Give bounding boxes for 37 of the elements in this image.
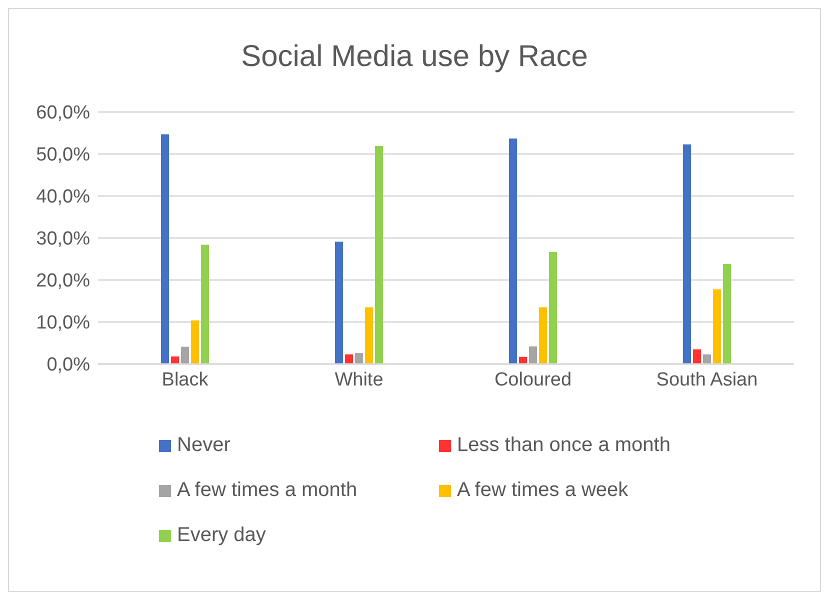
- bar: [375, 146, 383, 364]
- bar: [549, 252, 557, 364]
- bar: [355, 353, 363, 364]
- x-tick-label: Black: [162, 369, 209, 390]
- bar: [509, 138, 517, 364]
- bar: [693, 349, 701, 364]
- bar: [365, 307, 373, 364]
- chart-title: Social Media use by Race: [240, 39, 589, 75]
- legend-label: Every day: [177, 524, 266, 547]
- legend-label: A few times a week: [457, 479, 628, 502]
- bar: [519, 356, 527, 364]
- bar: [529, 346, 537, 364]
- bar: [171, 356, 179, 364]
- bar: [201, 244, 209, 364]
- y-tick-label: 20,0%: [36, 270, 90, 292]
- bar: [539, 307, 547, 364]
- x-tick-label: White: [334, 369, 384, 390]
- bar: [161, 134, 169, 364]
- bar: [191, 320, 199, 364]
- y-tick-label: 0,0%: [46, 354, 90, 376]
- y-tick-label: 40,0%: [36, 186, 90, 208]
- bar: [181, 346, 189, 364]
- y-tick-label: 30,0%: [36, 228, 90, 250]
- x-tick-label: Coloured: [494, 369, 572, 390]
- x-tick-label: South Asian: [656, 369, 758, 390]
- bar: [703, 354, 711, 364]
- legend-label: Never: [177, 434, 230, 457]
- legend-label: A few times a month: [177, 479, 358, 502]
- bar: [683, 144, 691, 364]
- bar: [335, 242, 343, 364]
- bar: [723, 264, 731, 364]
- y-tick-label: 10,0%: [36, 312, 90, 334]
- bar: [345, 354, 353, 364]
- y-tick-label: 60,0%: [36, 102, 90, 124]
- bar: [713, 289, 721, 364]
- y-tick-label: 50,0%: [36, 144, 90, 166]
- legend-label: Less than once a month: [457, 434, 670, 457]
